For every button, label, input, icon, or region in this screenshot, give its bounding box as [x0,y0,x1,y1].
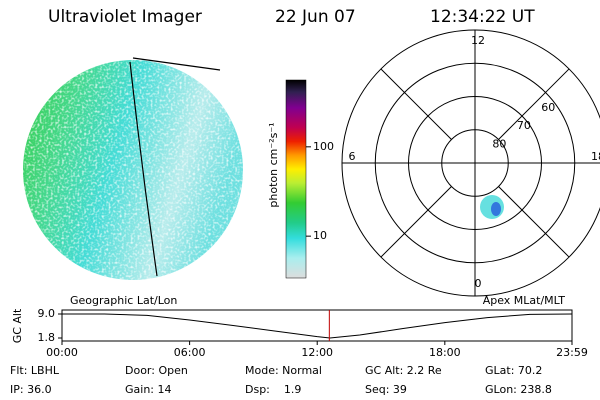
x-tick-label: 00:00 [46,346,78,359]
polar-spoke [498,68,570,140]
x-tick-label: 06:00 [174,346,206,359]
status-field: Gain: 14 [125,383,172,396]
status-field: Seq: 39 [365,383,407,396]
aurora-core [491,202,501,216]
colorbar-label: photon cm⁻²s⁻¹ [267,122,280,207]
status-field: IP: 36.0 [10,383,52,396]
ring-label: 80 [492,138,506,151]
colorbar-tick-label: 10 [313,229,327,242]
status-field: GC Alt: 2.2 Re [365,364,442,377]
mlt-label: 6 [349,150,356,163]
date: 22 Jun 07 [275,7,356,27]
left-title: Geographic Lat/Lon [70,294,177,307]
title: Ultraviolet Imager [48,7,202,27]
earth-noise [23,60,243,280]
mlt-label: 12 [471,34,485,47]
y-tick-label: 1.8 [38,331,56,344]
mlt-label: 18 [591,150,600,163]
polar-spoke [380,186,452,258]
status-field: GLat: 70.2 [485,364,542,377]
status-field: Dsp: 1.9 [245,383,301,396]
y-tick-label: 9.0 [38,307,56,320]
orbit-line [132,57,221,71]
y-label: GC Alt [11,308,24,343]
status-field: Door: Open [125,364,188,377]
x-tick-label: 23:59 [556,346,588,359]
terminator-line [129,61,158,277]
polar-spoke [380,68,452,140]
right-title: Apex MLat/MLT [483,294,566,307]
x-tick-label: 12:00 [301,346,333,359]
earth-image [23,57,243,280]
time: 12:34:22 UT [430,7,535,27]
mlt-label: 0 [475,277,482,290]
ring-label: 60 [541,101,555,114]
ring-label: 70 [517,119,531,132]
polar-spoke [498,186,570,258]
colorbar [285,79,307,279]
status-field: GLon: 238.8 [485,383,552,396]
status-field: Mode: Normal [245,364,322,377]
x-tick-label: 18:00 [429,346,461,359]
status-field: Flt: LBHL [10,364,60,377]
colorbar-tick-label: 100 [313,140,334,153]
altitude-line [62,313,573,339]
